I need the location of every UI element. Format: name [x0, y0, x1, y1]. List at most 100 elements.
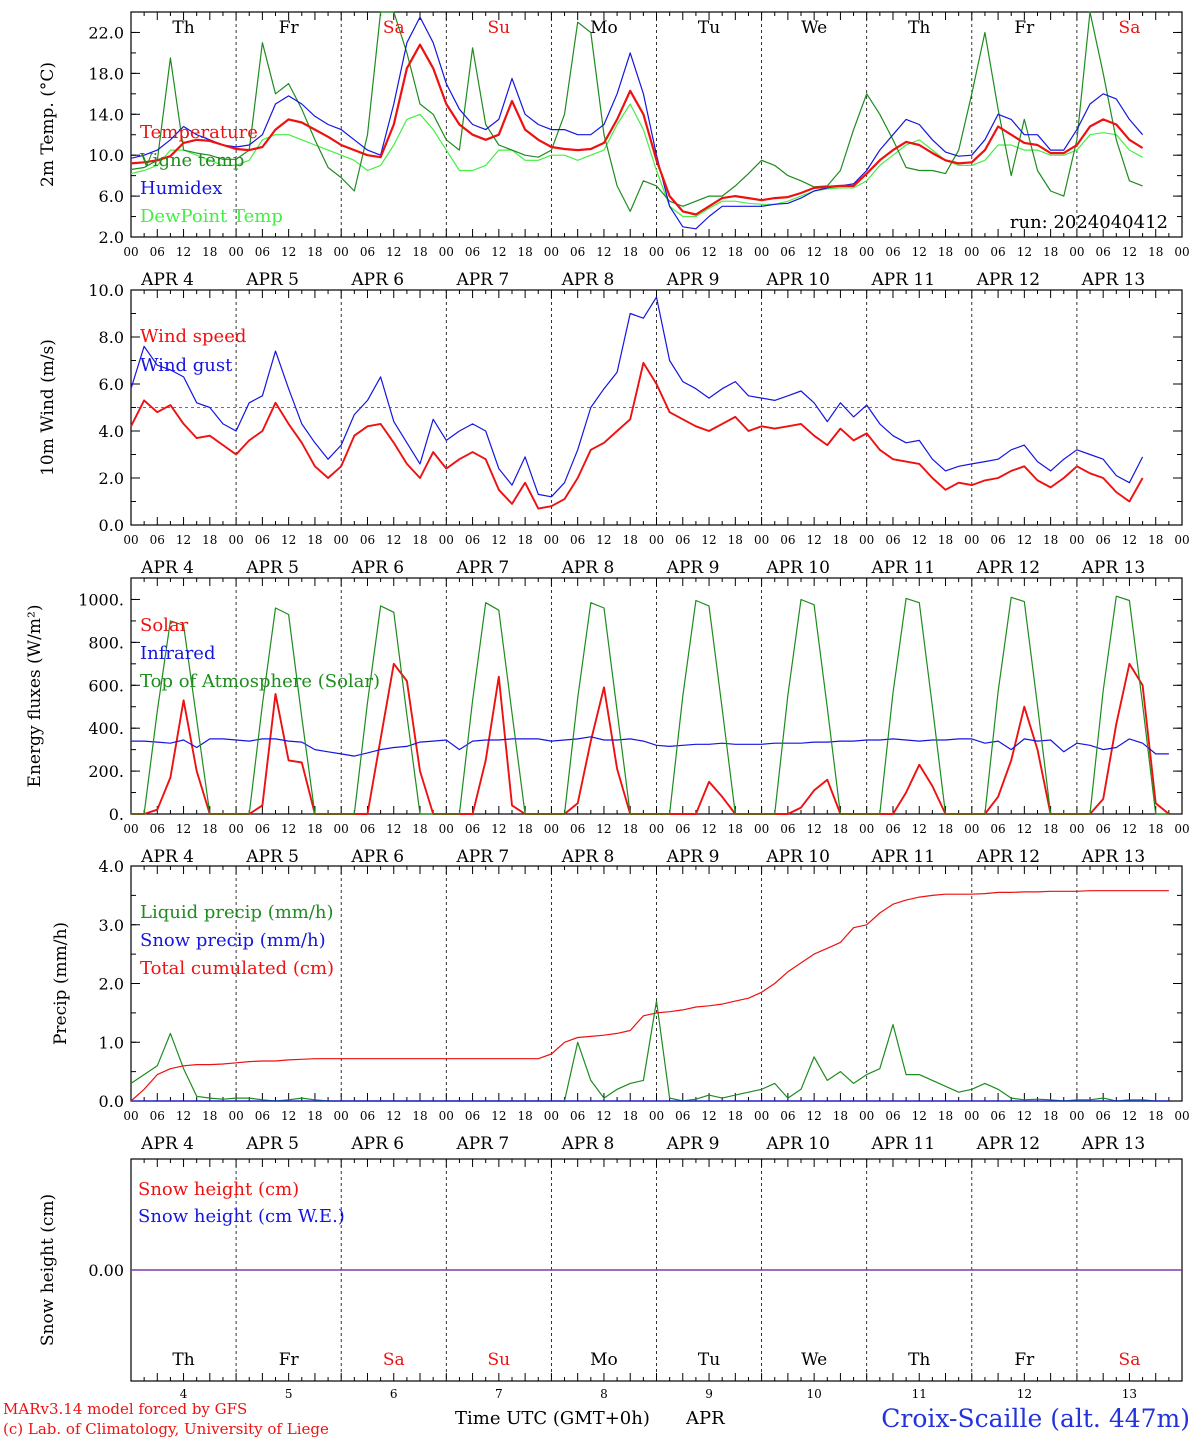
day-number: 13: [1122, 1387, 1137, 1401]
hour-label: 06: [150, 822, 165, 836]
hour-label: 18: [728, 245, 743, 259]
hour-label: 00: [1069, 533, 1084, 547]
hour-label: 18: [1148, 822, 1163, 836]
hour-label: 12: [912, 822, 927, 836]
day-name: Sa: [1119, 18, 1141, 38]
date-label: APR 4: [140, 558, 194, 578]
hour-label: 06: [150, 1109, 165, 1123]
hour-label: 18: [517, 245, 532, 259]
hour-label: 12: [1122, 822, 1137, 836]
date-label: APR 4: [140, 847, 194, 867]
hour-label: 18: [1148, 533, 1163, 547]
hour-label: 12: [386, 1109, 401, 1123]
hour-label: 12: [807, 1109, 822, 1123]
hour-label: 12: [701, 245, 716, 259]
y-tick-label: 2.0: [99, 228, 124, 247]
day-number: 6: [390, 1387, 398, 1401]
hour-label: 12: [912, 1109, 927, 1123]
date-label: APR 10: [765, 847, 830, 867]
y-axis-label: Energy fluxes (W/m²): [25, 605, 45, 788]
date-label: APR 8: [561, 270, 615, 290]
date-label: APR 7: [455, 270, 509, 290]
hour-label: 12: [807, 533, 822, 547]
hour-label: 00: [859, 245, 874, 259]
legend-entry: Temperature: [140, 122, 258, 143]
hour-label: 06: [780, 822, 795, 836]
hour-label: 00: [1174, 533, 1189, 547]
hour-label: 18: [833, 1109, 848, 1123]
hour-label: 00: [859, 822, 874, 836]
hour-label: 18: [938, 245, 953, 259]
y-tick-label: 2.0: [99, 469, 124, 488]
series-line-humidex: [130, 16, 1144, 230]
hour-label: 00: [649, 245, 664, 259]
date-label: APR 11: [870, 558, 935, 578]
panel-wind: 0.0 2.0 4.0 6.0 8.0 10.0 10m Wind (m/s) Wind sp…: [38, 281, 1190, 578]
day-number: 9: [705, 1387, 713, 1401]
y-tick-label: 0.00: [88, 1261, 124, 1280]
day-name: Mo: [590, 1350, 618, 1370]
date-label: APR 8: [561, 1134, 615, 1154]
y-tick-label: 10.0: [88, 146, 124, 165]
hour-label: 00: [228, 822, 243, 836]
date-label: APR 7: [455, 847, 509, 867]
y-tick-label: 3.0: [99, 916, 124, 935]
date-label: APR 12: [976, 558, 1041, 578]
date-label: APR 13: [1081, 1134, 1146, 1154]
date-label: APR 7: [455, 1134, 509, 1154]
hour-label: 06: [990, 245, 1005, 259]
date-label: APR 11: [870, 270, 935, 290]
hour-label: 00: [123, 1109, 138, 1123]
y-tick-label: 600.: [88, 676, 124, 695]
hour-label: 00: [649, 1109, 664, 1123]
y-tick-label: 8.0: [99, 328, 124, 347]
date-label: APR 6: [350, 558, 404, 578]
hour-label: 18: [1043, 245, 1058, 259]
hour-label: 00: [334, 1109, 349, 1123]
day-name: Th: [172, 18, 194, 38]
hour-label: 18: [833, 245, 848, 259]
hour-label: 18: [833, 822, 848, 836]
hour-label: 06: [150, 533, 165, 547]
hour-label: 00: [964, 533, 979, 547]
date-label: APR 4: [140, 1134, 194, 1154]
hour-label: 06: [675, 1109, 690, 1123]
day-number: 10: [807, 1387, 822, 1401]
date-label: APR 11: [870, 1134, 935, 1154]
hour-label: 12: [491, 245, 506, 259]
hour-label: 12: [491, 1109, 506, 1123]
hour-label: 12: [386, 822, 401, 836]
hour-label: 12: [1017, 1109, 1032, 1123]
hour-label: 00: [964, 1109, 979, 1123]
hour-label: 12: [701, 822, 716, 836]
hour-label: 18: [307, 822, 322, 836]
hour-label: 06: [1096, 533, 1111, 547]
y-tick-label: 1.0: [99, 1033, 124, 1052]
hour-label: 06: [885, 822, 900, 836]
date-label: APR 6: [350, 847, 404, 867]
y-tick-label: 0.0: [99, 1092, 124, 1111]
legend-entry: Snow precip (mm/h): [140, 930, 326, 951]
hour-label: 18: [307, 1109, 322, 1123]
hour-label: 12: [281, 533, 296, 547]
hour-label: 18: [202, 533, 217, 547]
hour-label: 06: [255, 822, 270, 836]
hour-label: 00: [544, 1109, 559, 1123]
hour-label: 18: [202, 245, 217, 259]
y-tick-label: 18.0: [88, 64, 124, 83]
legend-entry: Infrared: [140, 643, 215, 664]
hour-label: 00: [544, 533, 559, 547]
hour-label: 18: [1043, 822, 1058, 836]
hour-label: 12: [1122, 533, 1137, 547]
hour-label: 06: [570, 245, 585, 259]
hour-label: 00: [1069, 1109, 1084, 1123]
y-tick-label: 2.0: [99, 975, 124, 994]
date-label: APR 9: [666, 1134, 720, 1154]
day-name: Th: [908, 18, 930, 38]
hour-label: 00: [334, 245, 349, 259]
hour-label: 00: [544, 822, 559, 836]
footer: MARv3.14 model forced by GFS (c) Lab. of …: [3, 1400, 1190, 1438]
hour-label: 06: [465, 822, 480, 836]
legend-entry: Total cumulated (cm): [140, 958, 334, 979]
y-tick-label: 400.: [88, 719, 124, 738]
